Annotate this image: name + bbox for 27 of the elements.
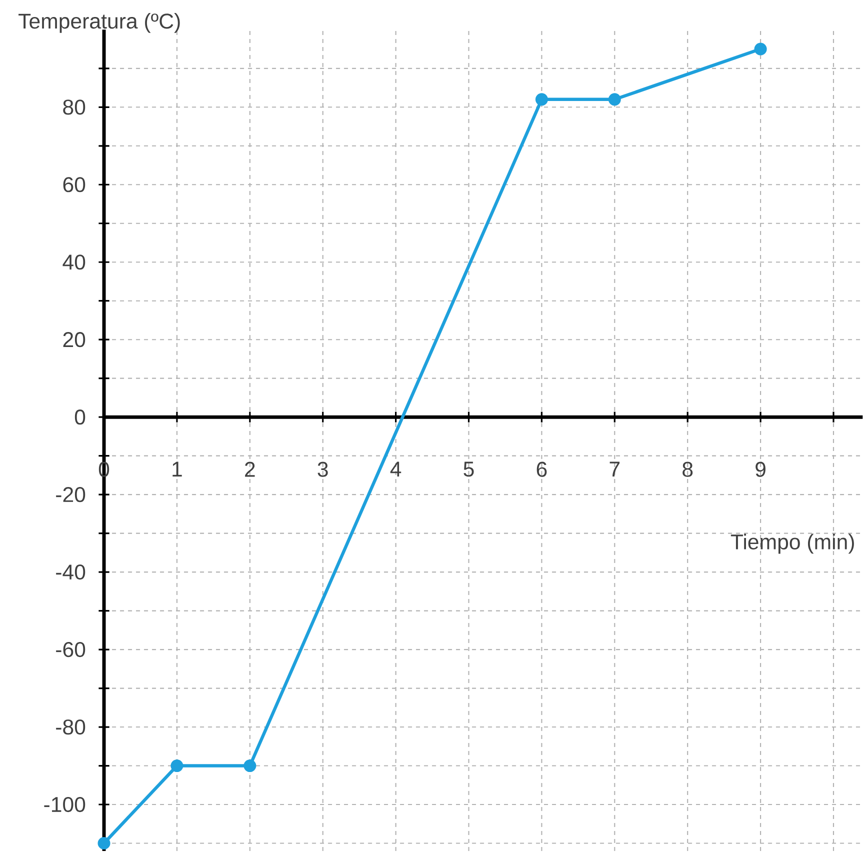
y-tick-label: -80 — [56, 719, 86, 735]
y-tick-label: 0 — [74, 410, 86, 425]
point — [170, 760, 184, 772]
x-tick-label: 2 — [245, 462, 255, 477]
x-tick-label: 4 — [390, 462, 402, 476]
y-tick-label: 60 — [63, 177, 86, 192]
point — [98, 836, 110, 850]
y-tick-label: -100 — [44, 796, 86, 812]
x-tick-label: 8 — [682, 462, 693, 477]
y-tick-label: -60 — [56, 642, 86, 658]
x-tick-label: 6 — [536, 462, 547, 477]
y-axis-title: Temperatura (ºC) — [18, 13, 180, 33]
y-tick-label: 80 — [63, 100, 86, 115]
y-tick-label: 20 — [63, 332, 86, 348]
x-tick-label: 5 — [464, 462, 474, 477]
point — [608, 93, 621, 106]
point — [535, 93, 548, 106]
x-axis-title: Tiempo (min) — [730, 534, 854, 554]
point — [754, 42, 767, 56]
x-tick-label: 3 — [318, 462, 328, 477]
x-tick-label: 7 — [610, 462, 620, 476]
x-tick-label: 9 — [756, 462, 766, 477]
point — [244, 760, 256, 772]
y-tick-label: -40 — [56, 564, 86, 580]
y-tick-label: 40 — [62, 254, 86, 270]
y-tick-label: -20 — [56, 487, 86, 502]
x-tick-label: 1 — [172, 462, 182, 476]
